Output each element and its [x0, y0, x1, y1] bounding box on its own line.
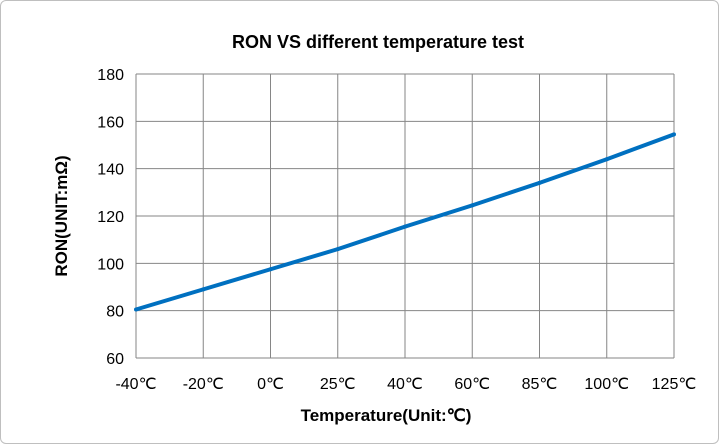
data-point: [403, 224, 407, 229]
series-group: [134, 132, 676, 312]
y-tick-label: 60: [106, 351, 124, 368]
y-tick-label: 100: [97, 256, 124, 273]
x-tick-label: -40℃: [115, 376, 156, 393]
y-tick-label: 160: [97, 114, 124, 131]
y-tick-label: 80: [106, 304, 124, 321]
y-axis-title: RON(UNIT:mΩ): [52, 155, 71, 276]
x-tick-label: 40℃: [387, 376, 423, 393]
x-tick-label: 60℃: [454, 376, 490, 393]
data-point: [604, 157, 609, 162]
chart-title: RON VS different temperature test: [232, 32, 524, 52]
y-axis-ticks: 60 80 100 120 140 160 180: [97, 67, 124, 368]
data-point: [470, 203, 475, 208]
x-tick-label: 25℃: [320, 376, 356, 393]
x-tick-label: 125℃: [652, 376, 697, 393]
data-point: [134, 307, 138, 312]
data-point: [201, 287, 206, 292]
data-point: [335, 247, 340, 252]
gridlines: [135, 73, 675, 359]
y-tick-label: 180: [97, 67, 124, 84]
y-tick-label: 120: [97, 209, 124, 226]
x-axis-title: Temperature(Unit:℃): [301, 406, 472, 425]
data-point: [268, 267, 273, 272]
x-tick-label: 85℃: [522, 376, 558, 393]
x-tick-label: 100℃: [584, 376, 629, 393]
data-point: [672, 132, 676, 137]
x-tick-label: -20℃: [183, 376, 224, 393]
y-tick-label: 140: [97, 162, 124, 179]
x-axis-ticks: -40℃ -20℃ 0℃ 25℃ 40℃ 60℃ 85℃ 100℃ 125℃: [115, 376, 696, 393]
x-tick-label: 0℃: [257, 376, 284, 393]
data-point: [537, 180, 542, 185]
